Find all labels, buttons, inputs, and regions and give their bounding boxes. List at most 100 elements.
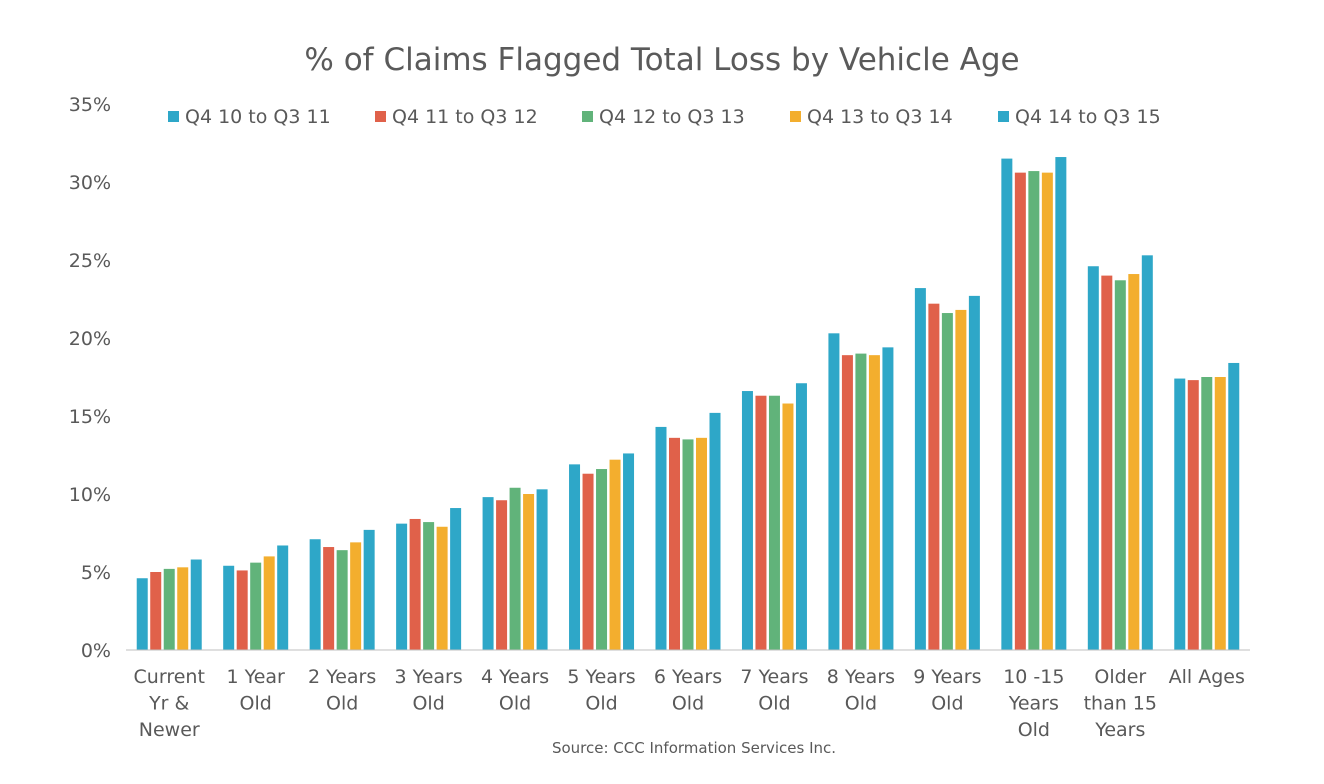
bar [696,437,707,650]
x-tick-label: Older than 15 Years [1084,666,1157,741]
bar [163,568,175,650]
y-tick-label: 20% [69,328,111,350]
bar [709,412,721,650]
bar [1214,377,1226,650]
bar [914,288,926,650]
bar [223,565,235,650]
bar [450,508,462,650]
bar [768,395,780,650]
legend-label: Q4 13 to Q3 14 [807,106,953,128]
legend-item: Q4 13 to Q3 14 [790,106,953,128]
bar [1114,280,1126,650]
y-tick-label: 10% [69,484,111,506]
bar [1174,378,1186,650]
bar [855,353,867,650]
bar [968,295,980,650]
bar [309,539,321,650]
legend-item: Q4 12 to Q3 13 [582,106,745,128]
source-note: Source: CCC Information Services Inc. [552,739,836,757]
bar [841,355,853,650]
bar [596,469,608,650]
bar [1201,377,1213,650]
bar [277,545,289,650]
y-tick-label: 30% [69,172,111,194]
bar [828,333,840,650]
bar [177,567,189,650]
legend-swatch [168,111,179,122]
x-tick-label: 2 Years Old [308,666,376,715]
bar [336,550,348,650]
bar [1141,255,1153,650]
legend-item: Q4 10 to Q3 11 [168,106,331,128]
bar [423,522,435,650]
y-tick-label: 15% [69,406,111,428]
bar [482,497,494,650]
legend-swatch [375,111,386,122]
bar [569,464,581,650]
legend-label: Q4 14 to Q3 15 [1015,106,1161,128]
bar [795,383,807,650]
legend-label: Q4 12 to Q3 13 [599,106,745,128]
bar [250,562,262,650]
bar [868,355,880,650]
x-tick-label: 8 Years Old [827,666,895,715]
legend-label: Q4 10 to Q3 11 [185,106,331,128]
bar [1087,266,1099,650]
bar [190,559,202,650]
bar [396,523,408,650]
x-tick-label: 7 Years Old [740,666,808,715]
bar [323,547,335,650]
legend-item: Q4 11 to Q3 12 [375,106,538,128]
bar [496,500,508,650]
y-axis: 0% 5% 10% 15% 20% 25% 30% 35% [69,94,111,662]
x-tick-label: 9 Years Old [913,666,981,715]
bar [682,439,694,650]
bar [928,303,940,650]
legend-label: Q4 11 to Q3 12 [392,106,538,128]
bar [150,572,162,650]
bar [1028,171,1040,650]
legend-swatch [998,111,1009,122]
bar [955,309,967,650]
bar [1101,275,1113,650]
bar [609,459,621,650]
x-tick-label: 10 -15 Years Old [1003,666,1064,741]
x-tick-label: 1 Year Old [227,666,286,715]
bar [1014,172,1026,650]
bar [882,347,894,650]
bar [509,487,521,650]
bar [409,518,421,650]
bar [523,494,535,650]
x-tick-label: Current Yr & Newer [134,666,205,741]
x-tick-label: 6 Years Old [654,666,722,715]
bars-group [136,157,1240,651]
bar [363,529,375,650]
bar [1055,157,1067,651]
y-tick-label: 0% [81,640,111,662]
bar [136,578,148,650]
bar [436,526,448,650]
y-tick-label: 35% [69,94,111,116]
bar [536,489,548,650]
legend: Q4 10 to Q3 11 Q4 11 to Q3 12 Q4 12 to Q3 … [168,106,1161,128]
bar [263,556,275,650]
bar [582,473,594,650]
bar [941,313,953,650]
x-tick-label: 4 Years Old [481,666,549,715]
bar [782,403,794,650]
x-tick-label: All Ages [1169,666,1245,688]
bar [623,453,635,650]
y-tick-label: 25% [69,250,111,272]
bar [741,391,753,650]
legend-swatch [790,111,801,122]
x-tick-label: 5 Years Old [567,666,635,715]
x-tick-label: 3 Years Old [394,666,462,715]
bar [1001,158,1013,650]
bar [350,542,362,650]
legend-item: Q4 14 to Q3 15 [998,106,1161,128]
x-axis: Current Yr & Newer 1 Year Old 2 Years Old 3 Yea… [134,666,1245,741]
bar [755,395,767,650]
bar [669,437,680,650]
